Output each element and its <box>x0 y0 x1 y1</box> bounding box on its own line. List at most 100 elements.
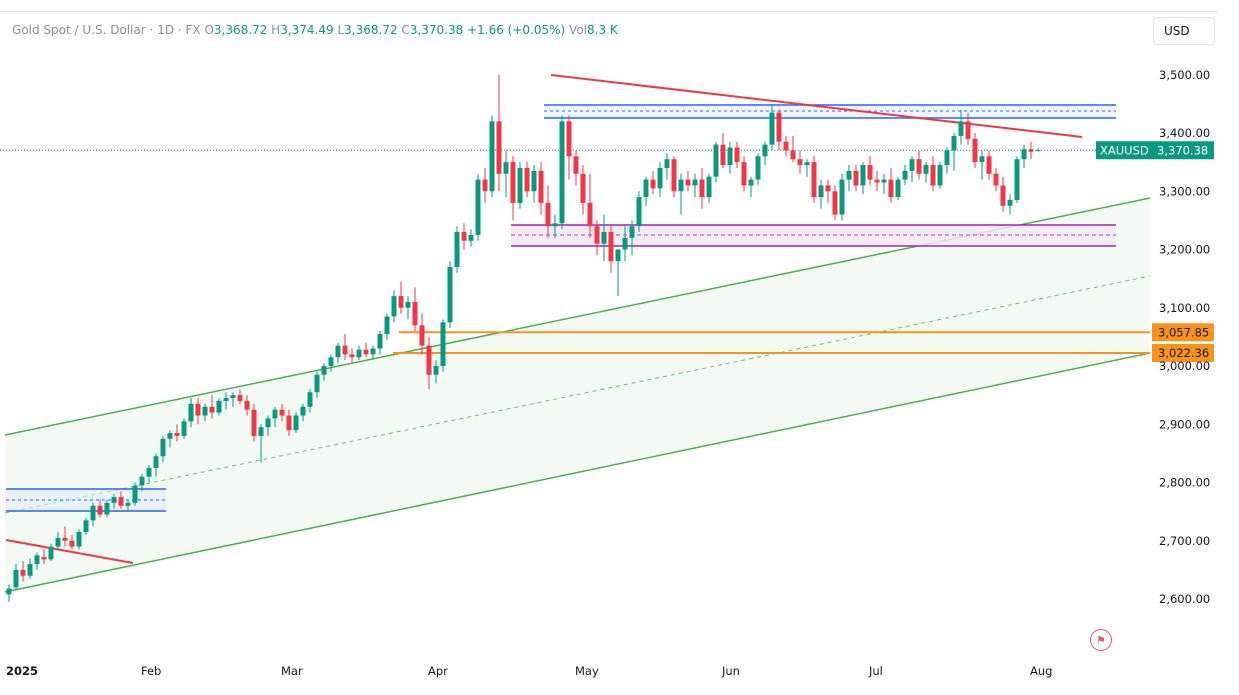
symbol-description[interactable]: Gold Spot / U.S. Dollar · 1D · FX <box>12 23 201 37</box>
candle-body <box>790 150 796 160</box>
candle <box>328 354 334 372</box>
candle <box>503 150 509 198</box>
candle-body <box>895 179 901 198</box>
candle-body <box>153 456 159 468</box>
candle <box>363 342 369 358</box>
candle-body <box>636 197 642 227</box>
candle-body <box>356 349 362 358</box>
candle-body <box>965 121 971 139</box>
candle-body <box>216 400 222 413</box>
candle-body <box>839 179 845 215</box>
candle-body <box>447 266 453 323</box>
candle-body <box>797 159 803 166</box>
candle <box>118 491 124 509</box>
candles-layer <box>6 74 1041 602</box>
candle-body <box>538 170 544 203</box>
candle <box>90 502 96 527</box>
candle-body <box>860 165 866 186</box>
candle <box>706 173 712 203</box>
candle-body <box>615 249 621 262</box>
candle-body <box>783 141 789 151</box>
candle-body <box>90 505 96 521</box>
candle <box>111 494 117 509</box>
candle <box>671 156 677 198</box>
candle-body <box>762 144 768 157</box>
candle <box>349 348 355 364</box>
candle <box>587 173 593 238</box>
candle-body <box>405 301 411 308</box>
candle <box>265 415 271 436</box>
candle <box>853 165 859 192</box>
candle-body <box>41 557 47 560</box>
price-tick-label: 3,500.00 <box>1159 68 1210 82</box>
candle <box>405 296 411 320</box>
candle <box>755 153 761 186</box>
candle-body <box>755 156 761 180</box>
candle-body <box>174 432 180 436</box>
candle <box>818 179 824 209</box>
candle <box>48 543 54 562</box>
candle-body <box>62 537 68 541</box>
currency-button[interactable]: USD <box>1153 17 1215 45</box>
price-level-label: 3,022.36 <box>1152 343 1214 362</box>
candle <box>20 561 26 582</box>
candle <box>1007 194 1013 215</box>
candle-body <box>237 395 243 401</box>
candle-body <box>391 296 397 317</box>
candle-body <box>909 159 915 171</box>
low-value: 3,368.72 <box>344 23 398 37</box>
candle <box>762 141 768 166</box>
candle-body <box>202 406 208 416</box>
candle <box>916 150 922 180</box>
close-label: C <box>401 23 410 37</box>
candle-body <box>279 409 285 416</box>
candle-body <box>958 121 964 136</box>
candle <box>244 395 250 416</box>
candle-body <box>55 537 61 547</box>
candle <box>566 115 572 180</box>
candle-body <box>321 366 327 375</box>
candle-body <box>111 497 117 503</box>
candle <box>83 517 89 535</box>
candle-body <box>531 170 537 192</box>
candle-body <box>930 165 936 186</box>
candle-body <box>888 179 894 198</box>
last-price-label-bg <box>1152 141 1214 160</box>
candle <box>524 162 530 198</box>
candle <box>881 173 887 195</box>
price-tick-label: 2,800.00 <box>1159 476 1210 490</box>
overlay-layer: 3,057.85 3,022.36 XAUUSD 3,370.38 <box>1096 141 1214 362</box>
candle <box>650 170 656 195</box>
candle <box>727 141 733 174</box>
candle <box>230 392 236 407</box>
candle-body <box>594 226 600 244</box>
candle <box>958 109 964 145</box>
us-flag-icon[interactable]: ⚑ <box>1090 629 1112 651</box>
time-tick-label: Feb <box>141 664 161 678</box>
candle-body <box>643 179 649 198</box>
candle-body <box>727 147 733 166</box>
candle <box>489 115 495 198</box>
candle-body <box>986 156 992 174</box>
candle <box>279 403 285 422</box>
candle-body <box>27 564 33 576</box>
candle <box>391 290 397 323</box>
price-tick-label: 2,600.00 <box>1159 592 1210 606</box>
candle <box>153 453 159 477</box>
candle <box>909 156 915 183</box>
candle-body <box>629 226 635 238</box>
candle-body <box>286 415 292 431</box>
candle <box>34 552 40 570</box>
candle-body <box>979 156 985 163</box>
price-level-label-text: 3,057.85 <box>1158 325 1209 339</box>
candle-body <box>825 185 831 192</box>
candle <box>720 133 726 168</box>
candle <box>783 135 789 157</box>
candle-body <box>426 345 432 375</box>
time-tick-label: Jun <box>721 664 740 678</box>
candle-body <box>412 301 418 326</box>
candle <box>615 249 621 297</box>
candle <box>76 529 82 550</box>
candle-body <box>230 395 236 399</box>
